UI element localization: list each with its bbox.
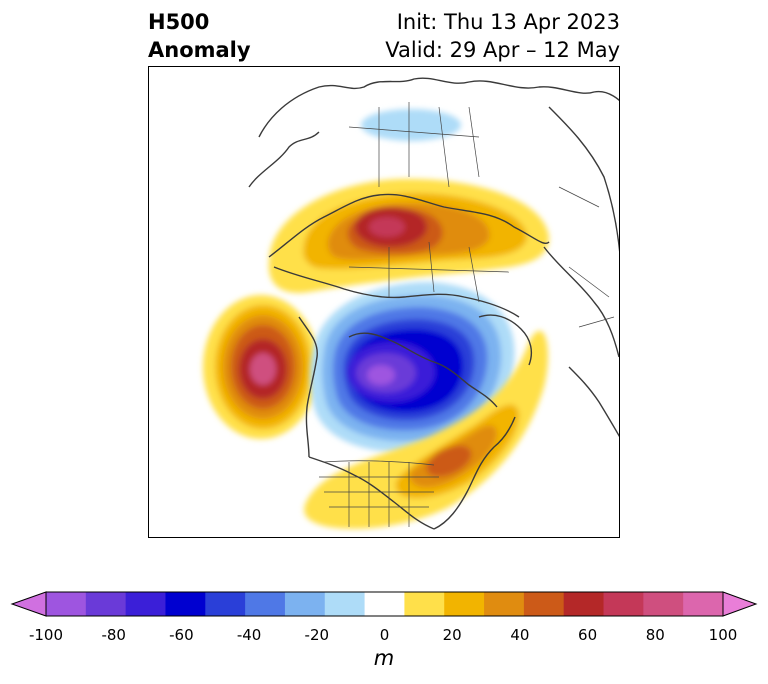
map-dates: Init: Thu 13 Apr 2023 Valid: 29 Apr – 12… [385, 8, 620, 64]
coastlines [248, 77, 619, 530]
colorbar-tick-label: 20 [442, 626, 462, 644]
colorbar-tick-label: 40 [510, 626, 530, 644]
map-title: H500 Anomaly [148, 8, 251, 64]
colorbar-tick-label: -60 [169, 626, 194, 644]
init-date: Init: Thu 13 Apr 2023 [396, 10, 620, 34]
colorbar-outline [45, 591, 724, 617]
anomaly-positive-atlantic [304, 330, 549, 529]
colorbar-segment [364, 592, 405, 616]
colorbar-extend-low [10, 591, 47, 617]
colorbar-tick-label: -100 [28, 626, 64, 644]
colorbar-segment [284, 592, 326, 616]
colorbar-segment [603, 592, 644, 616]
colorbar-segment [563, 592, 605, 616]
country-borders [319, 102, 615, 527]
anomaly-positive-bering [203, 295, 319, 439]
colorbar-segment [46, 592, 87, 616]
colorbar-tick-label: 0 [379, 626, 390, 644]
map-panel [148, 66, 620, 538]
valid-range: Valid: 29 Apr – 12 May [385, 38, 620, 62]
anomaly-map [149, 67, 619, 537]
colorbar-segment [523, 592, 565, 616]
colorbar-segment [324, 592, 366, 616]
anomaly-negative-eurasia [361, 109, 461, 141]
colorbar-segment [643, 592, 684, 616]
colorbar-segment [165, 592, 206, 616]
anomaly-negative-canada [310, 282, 515, 453]
colorbar [10, 591, 758, 617]
title-variable: H500 [148, 10, 210, 34]
colorbar-segment [85, 592, 127, 616]
colorbar-segment [205, 592, 246, 616]
colorbar-tick-label: -40 [236, 626, 262, 644]
colorbar-extend-high [722, 591, 758, 617]
colorbar-segment [683, 592, 724, 616]
colorbar-tick-label: 100 [708, 626, 738, 644]
colorbar-tick-label: 60 [578, 626, 598, 644]
colorbar-units: m [373, 646, 395, 670]
colorbar-tick-label: -80 [101, 626, 126, 644]
colorbar-segment [404, 592, 445, 616]
colorbar-tick-label: -20 [304, 626, 330, 644]
colorbar-segment [484, 592, 525, 616]
colorbar-segment [245, 592, 286, 616]
colorbar-segment [125, 592, 166, 616]
title-field: Anomaly [148, 38, 251, 62]
colorbar-tick-label: 80 [645, 626, 665, 644]
colorbar-segment [444, 592, 485, 616]
